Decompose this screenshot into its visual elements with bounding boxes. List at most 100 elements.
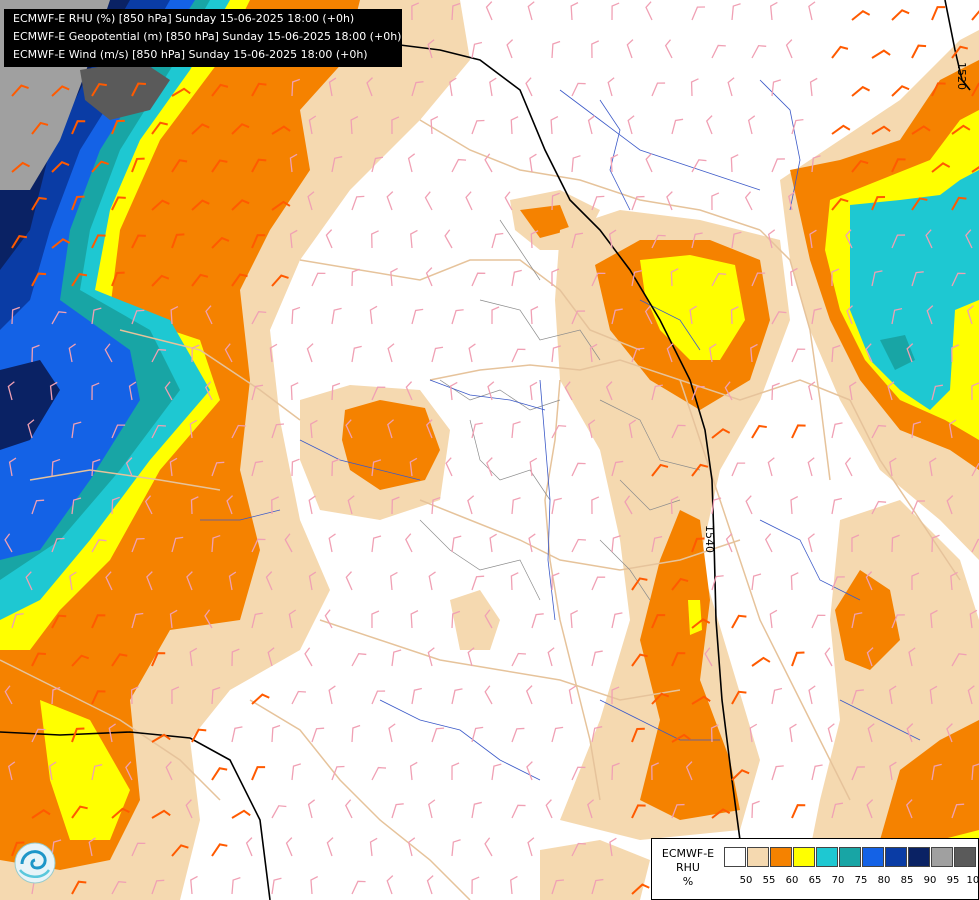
wind-barb-icon bbox=[165, 761, 173, 781]
wind-barb-icon bbox=[169, 609, 178, 629]
wind-barb-icon bbox=[345, 571, 353, 591]
wind-barb-icon bbox=[591, 272, 606, 287]
wind-barb-icon bbox=[331, 765, 345, 781]
title-line-geopotential: ECMWF-E Geopotential (m) [850 hPa] Sunda… bbox=[13, 30, 402, 43]
wind-barb-icon bbox=[191, 728, 207, 743]
wind-barb-icon bbox=[929, 685, 938, 705]
wind-barb-icon bbox=[390, 267, 398, 287]
wind-barb-icon bbox=[510, 875, 518, 895]
wind-barb-icon bbox=[511, 652, 526, 667]
wind-barb-icon bbox=[790, 495, 799, 515]
wind-barb-icon bbox=[791, 118, 804, 135]
wind-barb-icon bbox=[371, 386, 386, 401]
wind-barb-icon bbox=[611, 460, 624, 477]
wind-barb-icon bbox=[51, 311, 67, 325]
wind-barb-icon bbox=[946, 495, 954, 515]
wind-barb-icon bbox=[911, 271, 924, 287]
wind-barb-icon bbox=[610, 154, 619, 173]
wind-barb-icon bbox=[171, 686, 180, 705]
humidity-field-west bbox=[0, 0, 470, 900]
wind-barb-icon bbox=[511, 497, 521, 515]
wind-barb-icon bbox=[666, 191, 673, 211]
wind-barb-icon bbox=[711, 497, 722, 515]
wind-barb-icon bbox=[171, 844, 189, 857]
wind-barb-icon bbox=[88, 837, 96, 857]
wind-barb-icon bbox=[424, 191, 433, 211]
wind-barb-icon bbox=[491, 232, 504, 249]
legend-swatch bbox=[954, 847, 976, 867]
wind-barb-icon bbox=[951, 653, 967, 667]
wind-barb-icon bbox=[711, 428, 731, 439]
contour-label-1520: 1520 bbox=[955, 62, 968, 90]
wind-barb-icon bbox=[431, 727, 445, 743]
wind-barb-icon bbox=[410, 610, 419, 629]
wind-barb-icon bbox=[511, 421, 521, 439]
wind-barb-icon bbox=[409, 761, 418, 781]
wind-barb-icon bbox=[745, 495, 753, 515]
wind-barb-icon bbox=[631, 653, 648, 667]
wind-barb-icon bbox=[11, 161, 30, 173]
wind-barb-icon bbox=[785, 39, 793, 59]
wind-barb-icon bbox=[191, 273, 209, 287]
wind-barb-icon bbox=[491, 306, 500, 325]
wind-barb-icon bbox=[371, 230, 379, 249]
wind-barb-icon bbox=[211, 534, 221, 553]
wind-barb-icon bbox=[390, 571, 398, 591]
wind-barb-icon bbox=[651, 234, 666, 249]
wind-barb-icon bbox=[705, 115, 713, 135]
wind-barb-icon bbox=[670, 496, 679, 515]
wind-barb-icon bbox=[71, 497, 82, 515]
wind-barb-icon bbox=[631, 347, 645, 363]
wind-barb-icon bbox=[911, 500, 925, 515]
wind-barb-icon bbox=[731, 769, 750, 781]
wind-barb-icon bbox=[31, 728, 46, 743]
wind-barb-icon bbox=[351, 345, 362, 363]
wind-barb-icon bbox=[724, 381, 733, 401]
wind-barb-icon bbox=[131, 309, 145, 325]
wind-barb-icon bbox=[410, 229, 418, 249]
wind-barb-icon bbox=[506, 39, 514, 59]
legend-unit: % bbox=[682, 875, 694, 888]
wind-barb-icon bbox=[31, 809, 51, 819]
wind-barb-icon bbox=[351, 653, 367, 667]
wind-barb-icon bbox=[911, 572, 920, 591]
wind-barb-icon bbox=[571, 155, 581, 173]
wind-barb-icon bbox=[905, 799, 913, 819]
wind-barb-icon bbox=[371, 535, 382, 553]
wind-barb-icon bbox=[911, 421, 922, 439]
wind-barb-icon bbox=[304, 647, 313, 667]
wind-barb-icon bbox=[591, 576, 606, 591]
wind-barb-icon bbox=[811, 155, 821, 173]
wind-barb-icon bbox=[387, 343, 395, 363]
wind-barb-icon bbox=[511, 269, 522, 287]
wind-barb-icon bbox=[130, 686, 139, 705]
wind-barb-icon bbox=[351, 195, 365, 211]
legend-tick: 65 bbox=[808, 875, 822, 886]
legend-swatches bbox=[724, 847, 977, 867]
wind-barb-icon bbox=[467, 495, 475, 515]
wind-barb-icon bbox=[171, 87, 191, 97]
legend-ticks: 50 55 60 65 70 75 80 85 90 95 100 bbox=[724, 875, 979, 889]
wind-barb-icon bbox=[564, 381, 573, 401]
wind-barb-icon bbox=[491, 763, 502, 781]
wind-barb-icon bbox=[971, 162, 979, 173]
country-borders bbox=[0, 119, 961, 900]
wind-barb-icon bbox=[407, 837, 416, 857]
wind-barb-icon bbox=[190, 875, 198, 895]
wind-barb-icon bbox=[151, 424, 166, 439]
wind-barb-icon bbox=[328, 685, 336, 705]
legend-tick: 75 bbox=[854, 875, 868, 886]
wind-barb-icon bbox=[71, 880, 87, 895]
wind-barb-icon bbox=[626, 39, 634, 59]
wind-barb-icon bbox=[971, 762, 979, 781]
humidity-field-east bbox=[540, 30, 979, 900]
wind-barb-icon bbox=[866, 799, 874, 819]
wind-barb-icon bbox=[171, 536, 184, 553]
wind-barb-icon bbox=[211, 686, 221, 705]
wind-barb-icon bbox=[750, 343, 758, 363]
wind-barb-icon bbox=[631, 727, 645, 743]
wind-barb-icon bbox=[888, 685, 897, 705]
wind-barb-icon bbox=[51, 839, 62, 857]
wind-barb-icon bbox=[251, 158, 267, 173]
